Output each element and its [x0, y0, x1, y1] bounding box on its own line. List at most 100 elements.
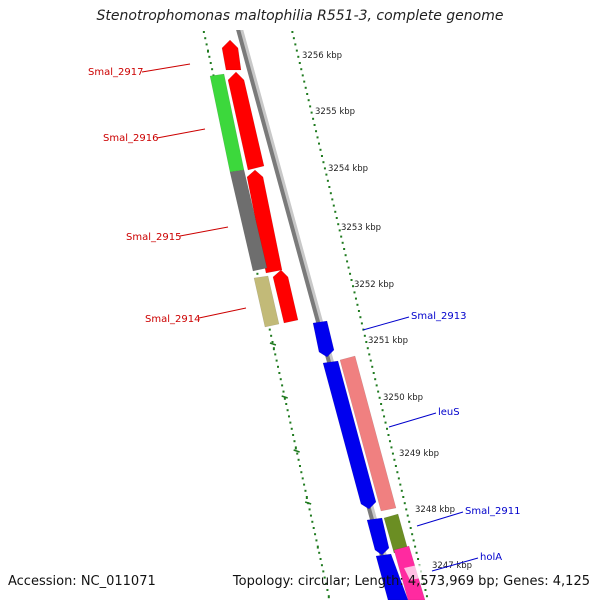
kbp-label: 3256 kbp	[302, 51, 342, 61]
gene-arrow-red	[272, 269, 299, 324]
kbp-label: 3253 kbp	[341, 223, 381, 233]
tick-mark	[371, 365, 374, 368]
tick-mark	[303, 80, 306, 83]
tick-mark	[424, 589, 427, 591]
gene-features	[209, 39, 444, 600]
label-leader-line	[362, 316, 410, 331]
tick-mark	[319, 558, 322, 560]
tick-mark	[256, 272, 259, 275]
tick-mark	[310, 111, 313, 114]
tick-mark	[304, 489, 307, 492]
tick-mark	[344, 254, 347, 257]
tick-mark	[294, 446, 297, 450]
tick-mark	[283, 396, 286, 400]
tick-mark	[282, 390, 285, 393]
major-tick	[304, 501, 312, 505]
kbp-label: 3252 kbp	[354, 280, 394, 290]
tick-mark	[320, 155, 323, 157]
gene-arrow-red	[227, 71, 265, 171]
tick-mark	[334, 210, 337, 213]
tick-mark	[394, 465, 397, 467]
major-tick	[281, 395, 288, 399]
tick-mark	[212, 74, 215, 77]
tick-mark	[305, 496, 308, 499]
tick-mark	[360, 322, 363, 325]
tick-mark	[352, 285, 355, 288]
label-leader-line	[141, 63, 191, 73]
gene-arrow-gray	[229, 169, 268, 272]
tick-mark	[209, 62, 212, 64]
gene-label-leus: leuS	[438, 407, 460, 418]
gene-label-hola: holA	[480, 552, 502, 563]
tick-mark	[365, 341, 368, 343]
tick-mark	[343, 248, 346, 250]
gene-arrow-blue	[375, 553, 409, 600]
tick-mark	[298, 465, 301, 467]
tick-mark	[425, 595, 428, 598]
tick-mark	[412, 539, 415, 542]
major-tick	[269, 342, 277, 346]
accession-text: Accession: NC_011071	[8, 574, 156, 589]
tick-mark	[349, 272, 352, 275]
tick-mark	[320, 564, 323, 567]
tick-mark	[326, 179, 329, 182]
tick-mark	[279, 378, 282, 381]
tick-mark	[363, 334, 366, 337]
tick-mark	[337, 223, 340, 226]
tick-mark	[300, 68, 303, 71]
tick-mark	[329, 192, 332, 195]
tick-mark	[281, 384, 284, 387]
tick-mark	[397, 477, 400, 480]
tick-mark	[356, 303, 359, 306]
tick-mark	[314, 533, 317, 536]
tick-mark	[202, 31, 205, 33]
tick-mark	[332, 204, 335, 207]
tick-mark	[350, 279, 353, 281]
tick-mark	[196, 0, 198, 3]
tick-mark	[301, 74, 304, 77]
gene-arrow-red	[221, 39, 242, 71]
tick-mark	[322, 161, 325, 164]
kbp-label: 3251 kbp	[368, 336, 408, 346]
kbp-label: 3248 kbp	[415, 505, 455, 515]
kbp-label: 3255 kbp	[315, 107, 355, 117]
tick-mark	[293, 440, 296, 443]
gene-label-smal_2917: Smal_2917	[88, 67, 143, 78]
tick-mark	[268, 328, 271, 331]
tick-mark	[318, 142, 321, 145]
tick-mark	[308, 508, 311, 511]
tick-mark	[417, 558, 420, 560]
tick-mark	[396, 471, 399, 474]
tick-mark	[290, 427, 293, 430]
tick-mark	[200, 19, 202, 21]
kbp-label: 3249 kbp	[399, 449, 439, 459]
tick-mark	[206, 49, 209, 53]
tick-mark	[285, 403, 288, 405]
tick-mark	[331, 198, 334, 201]
tick-mark	[297, 55, 300, 58]
tick-mark	[313, 124, 316, 126]
tick-mark	[388, 440, 391, 443]
tick-mark	[298, 62, 301, 64]
tick-mark	[406, 514, 409, 517]
tick-mark	[375, 384, 378, 387]
tick-track-inner	[285, 6, 428, 598]
tick-mark	[311, 520, 314, 523]
tick-mark	[403, 502, 406, 505]
tick-mark	[372, 372, 375, 374]
gene-label-smal_2915: Smal_2915	[126, 232, 181, 243]
label-backdrop	[404, 560, 444, 580]
label-leader-line	[388, 412, 437, 428]
tick-mark	[390, 446, 393, 449]
label-leader-line	[431, 557, 479, 572]
gene-label-smal_2911: Smal_2911	[465, 506, 520, 517]
topology-text: Topology: circular; Length: 4,573,969 bp…	[232, 574, 590, 589]
gene-arrow-blue	[366, 517, 390, 556]
tick-mark	[285, 6, 287, 8]
gene-arrow-blue	[322, 360, 377, 510]
tick-mark	[378, 396, 381, 399]
tick-mark	[383, 415, 386, 418]
gene-arrow-blue	[312, 320, 335, 358]
tick-mark	[393, 458, 396, 461]
tick-mark	[271, 341, 274, 343]
